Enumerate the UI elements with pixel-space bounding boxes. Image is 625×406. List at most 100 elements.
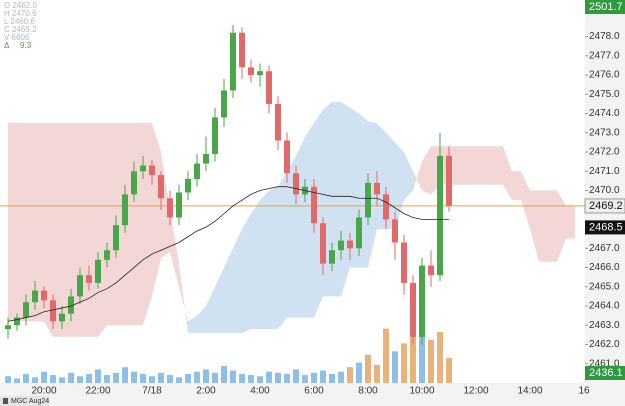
candle-body — [77, 275, 83, 297]
candle-body — [68, 296, 74, 314]
candle-body — [320, 223, 326, 264]
cloud-segment — [206, 286, 215, 333]
cloud-segment — [188, 315, 197, 333]
y-tick-label: 2465.0 — [589, 281, 620, 292]
x-tick-label: 12:00 — [463, 386, 488, 397]
volume-bar — [59, 377, 65, 383]
volume-bar — [284, 373, 290, 383]
volume-bar — [392, 351, 398, 383]
symbol-icon — [3, 398, 8, 404]
volume-bar — [95, 369, 101, 383]
y-tick-label: 2464.0 — [589, 301, 620, 312]
volume-bar — [41, 371, 47, 383]
volume-bar — [383, 328, 389, 383]
candle-body — [32, 290, 38, 303]
bottom-badge-bg — [585, 366, 625, 380]
volume-bar — [410, 324, 416, 383]
candle-body — [14, 317, 20, 326]
volume-bar — [77, 376, 83, 383]
volume-bar — [176, 377, 182, 383]
volume-bar — [365, 354, 371, 383]
cloud-segment — [512, 171, 521, 201]
volume-bar — [212, 372, 218, 383]
cloud-segment — [35, 123, 44, 322]
volume-bar — [194, 371, 200, 383]
y-tick-label: 2476.0 — [589, 70, 620, 81]
cloud-segment — [89, 123, 98, 337]
y-tick-label: 2478.0 — [589, 31, 620, 42]
info-panel: O 2462.0 H 2470.6 L 2460.6 C 2469.2 V 66… — [4, 1, 37, 50]
bottom-badge: 2436.1 — [589, 367, 623, 379]
y-tick-label: 2467.0 — [589, 243, 620, 254]
cloud-segment — [98, 123, 107, 337]
cloud-segment — [260, 190, 269, 330]
cloud-segment — [278, 171, 287, 330]
symbol-tab[interactable] — [0, 396, 50, 406]
cloud-segment — [341, 102, 350, 297]
info-line: L 2460.6 — [4, 17, 35, 26]
volume-bar — [257, 376, 263, 383]
candle-body — [374, 182, 380, 195]
candle-body — [428, 265, 434, 276]
cloud-segment — [422, 146, 431, 195]
symbol: MGC Aug24 — [11, 398, 49, 405]
cloud-segment — [296, 136, 305, 318]
x-tick-label: 10:00 — [409, 386, 434, 397]
delta-value: 9.3 — [20, 41, 32, 50]
candle-body — [203, 153, 209, 164]
cloud-segment — [107, 123, 116, 326]
cloud-segment — [494, 146, 503, 185]
candle-body — [383, 194, 389, 220]
cloud-segment — [143, 123, 152, 326]
candle-body — [140, 165, 146, 172]
volume-bar — [68, 372, 74, 383]
candle-body — [284, 140, 290, 174]
candle-body — [257, 71, 263, 76]
top-badge: 2501.7 — [589, 1, 623, 13]
cloud-segment — [332, 102, 341, 297]
volume-bar — [266, 371, 272, 383]
y-tick-label: 2472.0 — [589, 147, 620, 158]
volume-bar — [329, 373, 335, 383]
candle-body — [122, 194, 128, 226]
candle-body — [329, 250, 335, 264]
candle-body — [149, 165, 155, 176]
volume-bar — [122, 367, 128, 383]
cloud-segment — [179, 263, 188, 333]
volume-bar — [113, 372, 119, 383]
cloud-segment — [305, 123, 314, 318]
ma-line — [7, 186, 449, 322]
price-layer — [0, 25, 585, 345]
x-tick-label: 2:00 — [196, 386, 216, 397]
candle-body — [59, 313, 65, 322]
candle-body — [185, 178, 191, 193]
volume-bar — [185, 373, 191, 383]
candle-body — [311, 186, 317, 224]
ma-badge-bg — [585, 220, 625, 235]
volume-bar — [446, 358, 452, 383]
candle-body — [401, 242, 407, 283]
volume-bar — [140, 373, 146, 383]
candle-body — [131, 171, 137, 195]
volume-bar — [230, 370, 236, 383]
volume-bar — [167, 375, 173, 383]
cloud-segment — [476, 146, 485, 185]
volume-bar — [374, 364, 380, 383]
volume-bar — [50, 375, 56, 383]
cloud-segment — [134, 123, 143, 326]
candle-body — [446, 155, 452, 206]
cloud-segment — [467, 146, 476, 185]
top-badge-bg — [585, 0, 625, 14]
last-price-badge: 2469.2 — [589, 200, 623, 212]
cloud-segment — [314, 109, 323, 318]
cloud-segment — [62, 123, 71, 337]
volume-bar — [32, 377, 38, 383]
y-tick-label: 2466.0 — [589, 262, 620, 273]
candle-body — [194, 163, 200, 179]
volume-bar — [293, 369, 299, 383]
info-line: H 2470.6 — [4, 9, 37, 18]
cloud-segment — [485, 146, 494, 185]
candle-body — [41, 290, 47, 301]
cloud-segment — [566, 205, 575, 239]
